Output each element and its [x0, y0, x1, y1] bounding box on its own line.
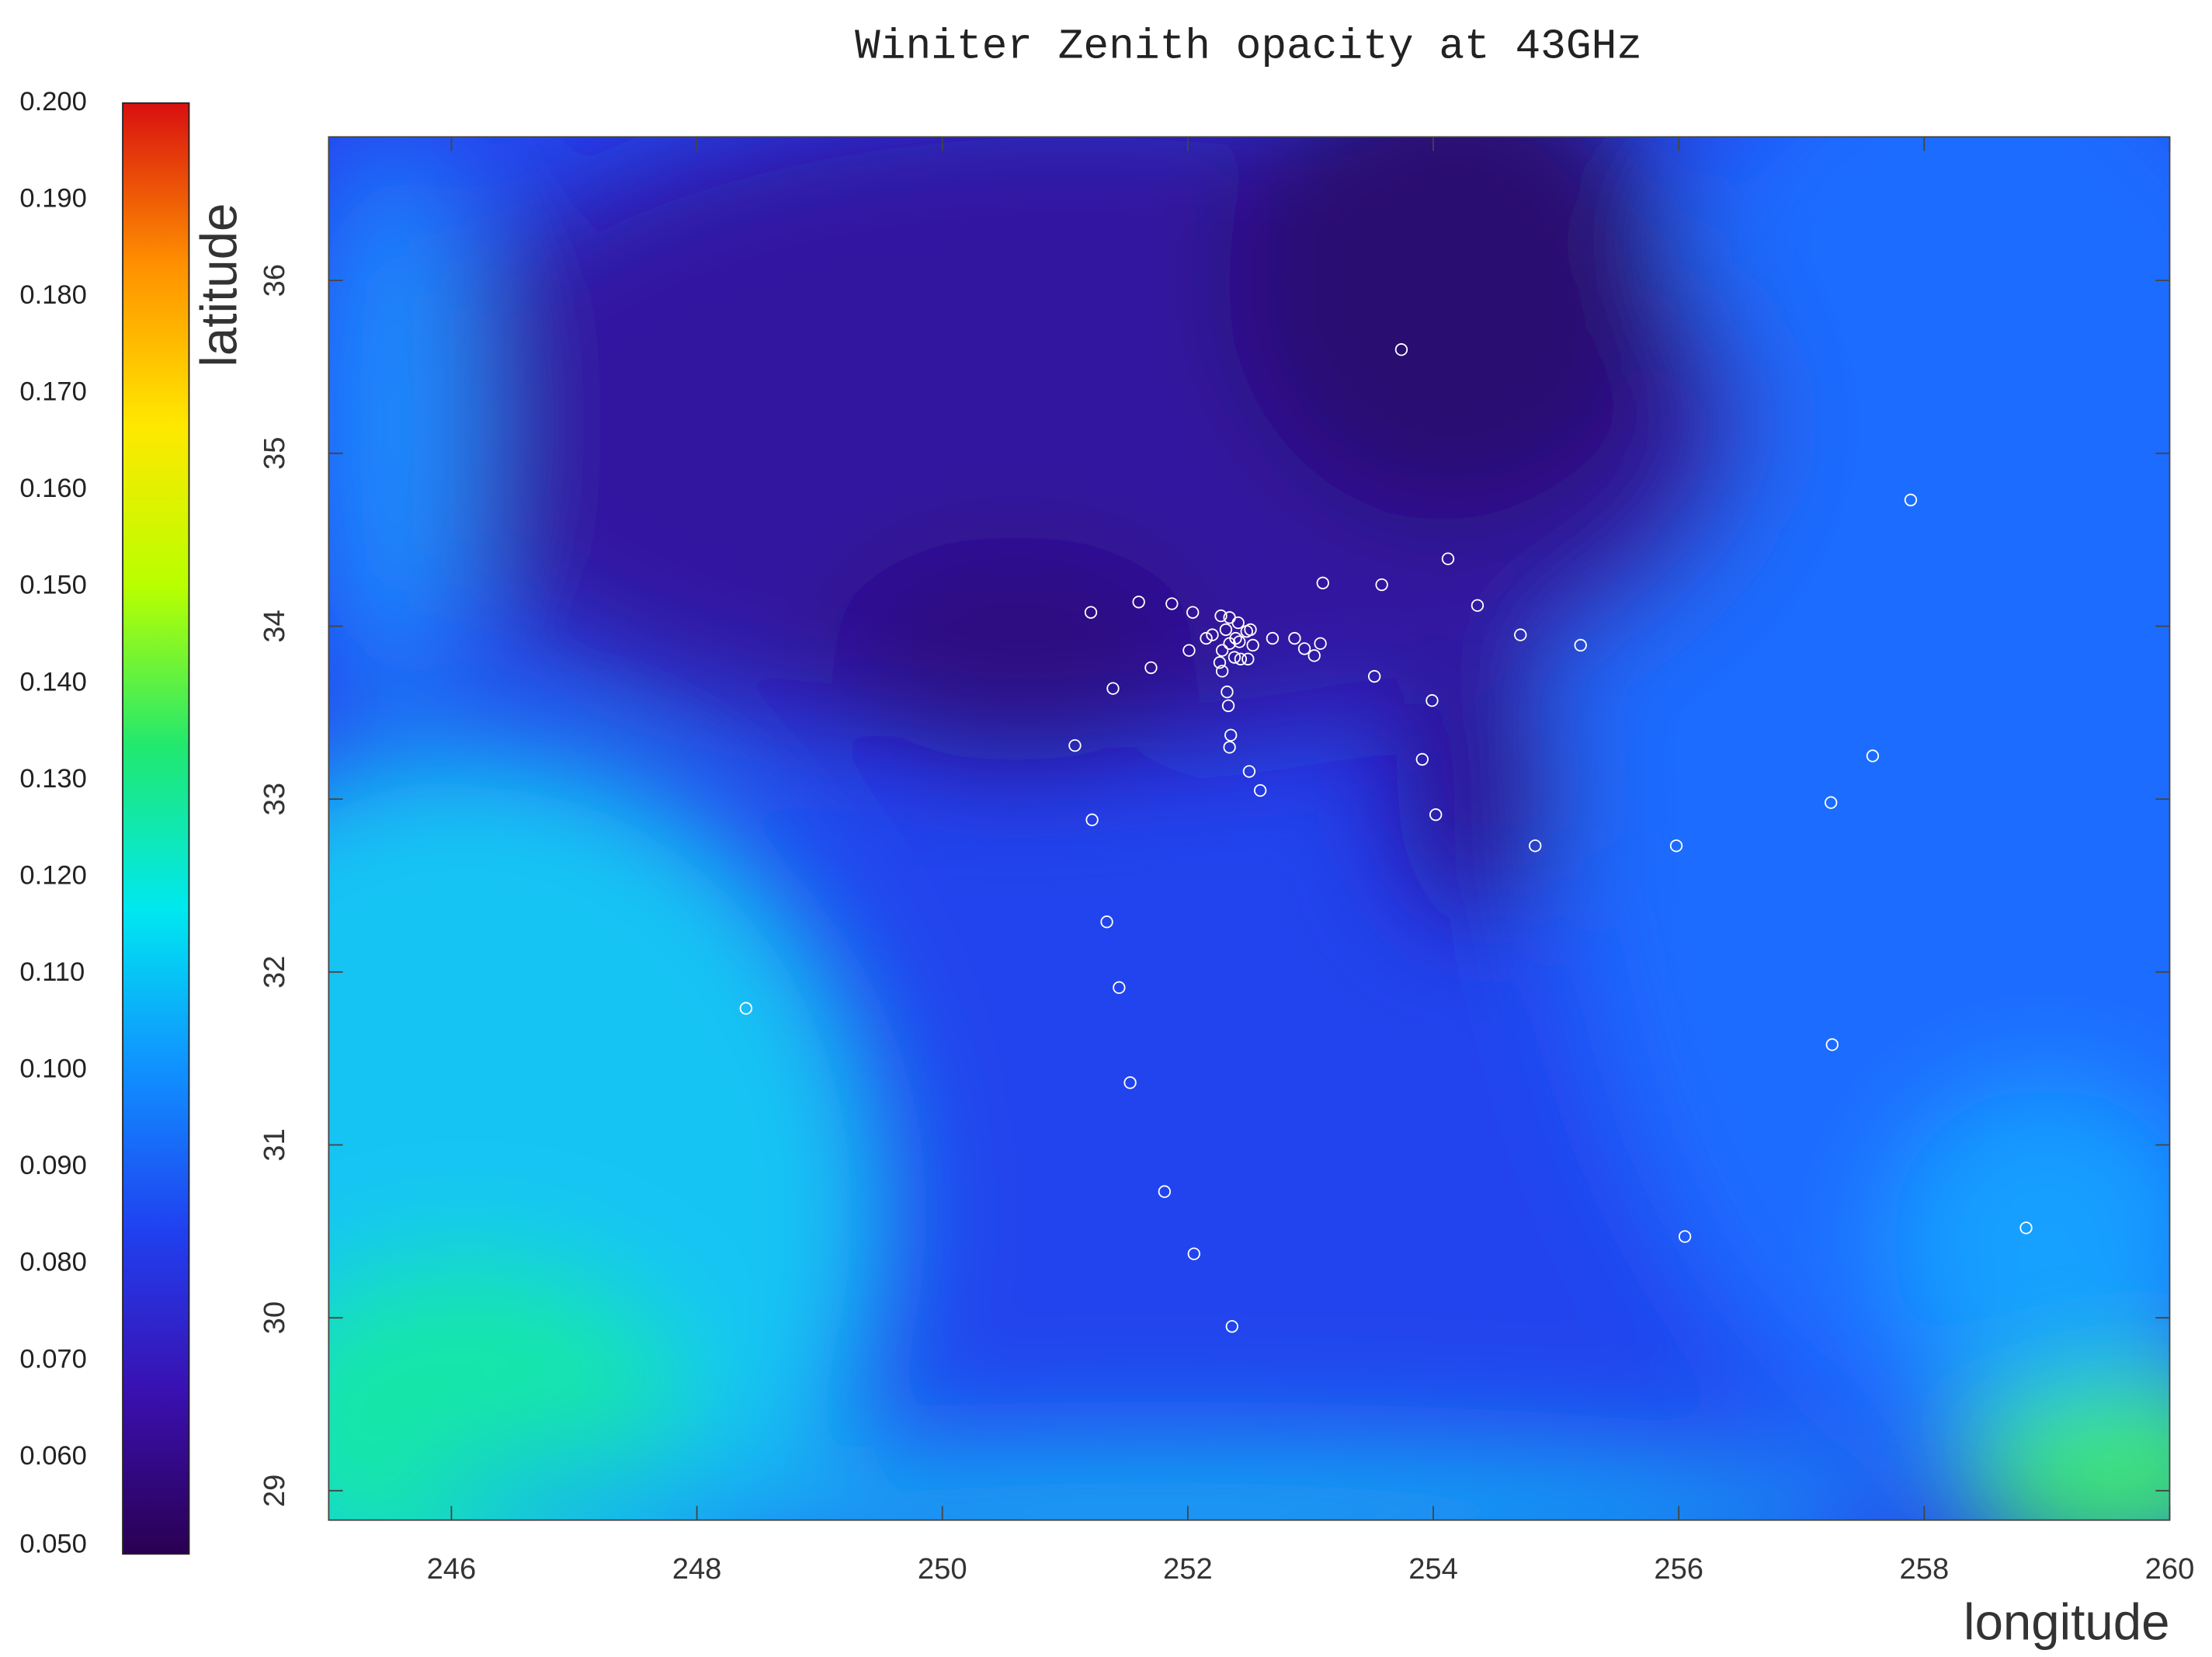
x-tick-label: 260	[2145, 1552, 2195, 1586]
colorbar-tick-label: 0.170	[19, 377, 86, 407]
colorbar-tick-label: 0.140	[19, 667, 86, 696]
x-tick-label: 256	[1654, 1552, 1703, 1586]
colorbar-tick-label: 0.160	[19, 474, 86, 503]
y-tick-label: 36	[258, 264, 291, 297]
chart-title: Winiter Zenith opacity at 43GHz	[855, 23, 1642, 71]
x-tick-label: 254	[1408, 1552, 1458, 1586]
x-tick-label: 250	[918, 1552, 967, 1586]
colorbar-tick-label: 0.150	[19, 571, 86, 600]
y-axis-label: latitude	[190, 203, 247, 367]
x-tick-label: 252	[1163, 1552, 1213, 1586]
colorbar-tick-label: 0.090	[19, 1151, 86, 1180]
y-tick-label: 31	[258, 1128, 291, 1161]
y-tick-label: 30	[258, 1301, 291, 1334]
colorbar-tick-label: 0.050	[19, 1530, 86, 1559]
colorbar	[123, 103, 189, 1555]
colorbar-tick-label: 0.080	[19, 1248, 86, 1277]
colorbar-tick-label: 0.110	[19, 957, 85, 987]
colorbar-tick-label: 0.130	[19, 764, 86, 794]
y-tick-label: 33	[258, 783, 291, 815]
colorbar-tick-label: 0.100	[19, 1054, 86, 1084]
x-tick-label: 248	[672, 1552, 722, 1586]
y-tick-label: 29	[258, 1475, 291, 1507]
page: {"chart_data": { "type": "scatter", "tit…	[0, 0, 2212, 1657]
x-axis-label: longitude	[1964, 1593, 2169, 1650]
x-tick-label: 258	[1900, 1552, 1950, 1586]
y-tick-label: 34	[258, 610, 291, 642]
y-tick-label: 32	[258, 956, 291, 988]
x-tick-label: 246	[427, 1552, 477, 1586]
colorbar-tick-label: 0.180	[19, 280, 86, 310]
colorbar-tick-label: 0.120	[19, 860, 86, 890]
colorbar-tick-label: 0.200	[19, 87, 86, 116]
colorbar-tick-label: 0.070	[19, 1344, 86, 1374]
chart: Winiter Zenith opacity at 43GHz longitud…	[0, 0, 2212, 1657]
colorbar-tick-label: 0.190	[19, 183, 86, 213]
y-tick-label: 35	[258, 437, 291, 470]
opacity-map	[43, 0, 2212, 1657]
colorbar-tick-label: 0.060	[19, 1441, 86, 1471]
